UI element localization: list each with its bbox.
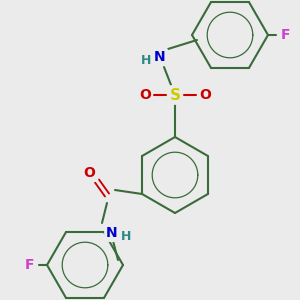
Text: H: H <box>141 55 151 68</box>
Text: O: O <box>199 88 211 102</box>
Text: N: N <box>106 226 118 240</box>
Text: O: O <box>83 166 95 180</box>
Text: O: O <box>139 88 151 102</box>
Text: F: F <box>24 258 34 272</box>
Text: H: H <box>121 230 131 244</box>
Text: F: F <box>281 28 291 42</box>
Text: N: N <box>154 50 166 64</box>
Text: S: S <box>169 88 181 103</box>
